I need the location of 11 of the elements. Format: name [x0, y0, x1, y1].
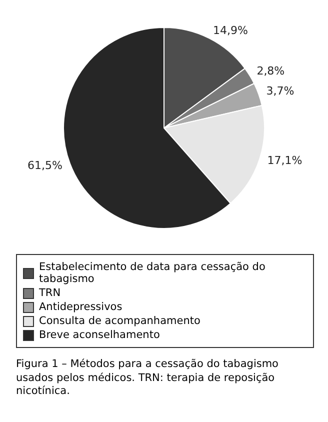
text: Figura 1 – Métodos para a cessação do tabagismo usados pelos médicos. TRN: terapia de reposição nicotínica.	[16, 358, 280, 399]
legend-label: Estabelecimento de data para cessação do tabagismo	[39, 261, 266, 285]
data-label: 61,5%	[28, 159, 63, 172]
legend-label: Antidepressivos	[39, 301, 122, 313]
legend-label: TRN	[39, 287, 61, 299]
legend-label: Breve aconselhamento	[39, 329, 160, 341]
data-label: 2,8%	[256, 64, 285, 78]
data-label: 17,1%	[267, 154, 302, 168]
legend-label: Consulta de acompanhamento	[39, 315, 200, 327]
data-label: 14,9%	[212, 24, 248, 38]
data-label: 3,7%	[266, 84, 294, 98]
